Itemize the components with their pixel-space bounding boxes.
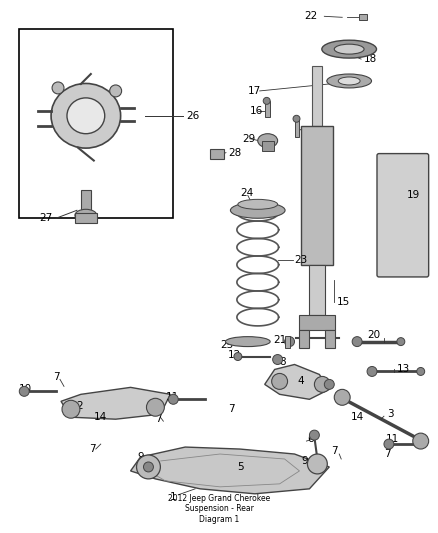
Circle shape xyxy=(367,367,377,376)
Circle shape xyxy=(272,374,288,389)
Text: 9: 9 xyxy=(138,452,144,462)
Bar xyxy=(300,315,335,330)
Text: 15: 15 xyxy=(337,297,350,307)
Circle shape xyxy=(413,433,429,449)
Bar xyxy=(309,265,325,315)
Text: 11: 11 xyxy=(386,434,399,444)
Ellipse shape xyxy=(338,77,360,85)
Circle shape xyxy=(334,389,350,405)
Text: 7: 7 xyxy=(155,414,162,424)
Text: 14: 14 xyxy=(351,412,364,422)
Polygon shape xyxy=(265,365,329,399)
Circle shape xyxy=(168,394,178,404)
Circle shape xyxy=(234,352,242,360)
Circle shape xyxy=(384,439,394,449)
Text: 3: 3 xyxy=(387,409,394,419)
Text: 7: 7 xyxy=(89,444,95,454)
Bar xyxy=(19,29,173,218)
Text: 16: 16 xyxy=(250,106,263,116)
Text: 16: 16 xyxy=(303,131,316,141)
Ellipse shape xyxy=(75,209,97,221)
FancyBboxPatch shape xyxy=(377,154,429,277)
Ellipse shape xyxy=(258,134,278,148)
Circle shape xyxy=(352,337,362,346)
Text: 5: 5 xyxy=(237,462,244,472)
Text: 8: 8 xyxy=(279,357,286,367)
Text: 11: 11 xyxy=(165,392,179,402)
Text: 21: 21 xyxy=(273,335,286,345)
Circle shape xyxy=(285,337,294,346)
Text: 10: 10 xyxy=(19,384,32,394)
Bar xyxy=(359,14,367,20)
Ellipse shape xyxy=(51,84,120,148)
Text: 24: 24 xyxy=(240,188,253,198)
Circle shape xyxy=(52,82,64,94)
Text: 18: 18 xyxy=(364,54,377,64)
Bar xyxy=(285,336,290,348)
Text: 25: 25 xyxy=(220,340,233,350)
Text: 27: 27 xyxy=(39,213,53,223)
Text: 14: 14 xyxy=(94,412,107,422)
Text: 29: 29 xyxy=(242,134,255,144)
Bar xyxy=(262,141,274,151)
Text: 19: 19 xyxy=(407,190,420,200)
Text: 13: 13 xyxy=(397,365,410,375)
Text: 7: 7 xyxy=(53,373,60,382)
Bar xyxy=(312,66,322,126)
Bar xyxy=(210,149,224,158)
Text: 7: 7 xyxy=(228,404,235,414)
Bar xyxy=(301,126,333,265)
Text: 22: 22 xyxy=(304,11,318,21)
Circle shape xyxy=(324,379,334,389)
Circle shape xyxy=(309,430,319,440)
Polygon shape xyxy=(61,387,170,419)
Text: 28: 28 xyxy=(228,148,241,158)
Circle shape xyxy=(307,454,327,474)
Text: 8: 8 xyxy=(315,379,321,390)
Text: 12: 12 xyxy=(228,350,241,360)
Circle shape xyxy=(273,354,283,365)
Text: 23: 23 xyxy=(294,255,308,265)
Circle shape xyxy=(146,398,164,416)
Circle shape xyxy=(293,115,300,122)
Text: 17: 17 xyxy=(248,86,261,96)
Bar xyxy=(300,330,309,348)
Text: 7: 7 xyxy=(384,449,391,459)
Ellipse shape xyxy=(322,40,377,58)
Bar xyxy=(325,330,335,348)
Circle shape xyxy=(417,367,425,375)
Ellipse shape xyxy=(238,199,278,209)
Text: 4: 4 xyxy=(297,376,304,386)
Text: 7: 7 xyxy=(331,446,338,456)
Circle shape xyxy=(144,462,153,472)
Bar xyxy=(265,101,270,117)
Ellipse shape xyxy=(67,98,105,134)
Circle shape xyxy=(397,337,405,345)
Text: 2: 2 xyxy=(76,401,82,411)
Text: 1: 1 xyxy=(170,492,177,502)
Bar xyxy=(75,213,97,223)
Bar xyxy=(294,119,300,136)
Circle shape xyxy=(110,85,122,97)
Text: 20: 20 xyxy=(367,329,381,340)
Ellipse shape xyxy=(334,44,364,54)
Text: 2012 Jeep Grand Cherokee
Suspension - Rear
Diagram 1: 2012 Jeep Grand Cherokee Suspension - Re… xyxy=(168,494,270,523)
Circle shape xyxy=(263,98,270,104)
Text: 6: 6 xyxy=(307,434,314,444)
Bar xyxy=(81,190,91,211)
Text: 26: 26 xyxy=(186,111,199,121)
Ellipse shape xyxy=(230,203,285,218)
Circle shape xyxy=(314,376,330,392)
Ellipse shape xyxy=(327,74,371,88)
Circle shape xyxy=(19,386,29,397)
Circle shape xyxy=(137,455,160,479)
Polygon shape xyxy=(131,447,329,494)
Ellipse shape xyxy=(226,337,270,346)
Text: 9: 9 xyxy=(301,456,308,466)
Circle shape xyxy=(62,400,80,418)
